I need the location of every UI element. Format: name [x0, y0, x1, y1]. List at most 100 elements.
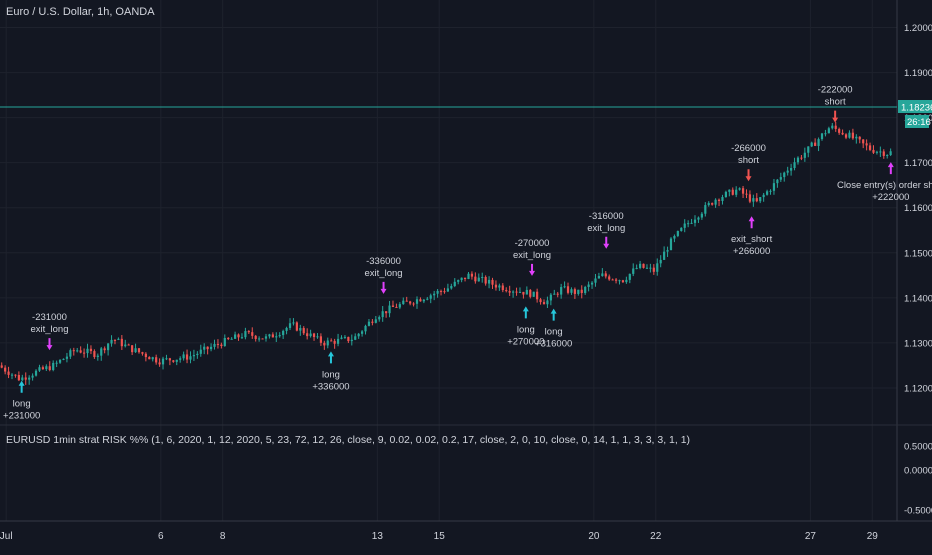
candle-body [807, 146, 810, 153]
candle-body [820, 133, 824, 140]
price-tick-label: 1.17000 [904, 158, 932, 169]
candle-body [388, 305, 391, 314]
candle-body [196, 353, 199, 356]
candle-body [48, 366, 51, 370]
marker-arrow-up [748, 216, 755, 229]
candle-body [810, 142, 813, 147]
candle-body [518, 291, 522, 293]
candle-body [278, 335, 281, 337]
candle-body [58, 359, 62, 363]
candle-body [429, 295, 432, 299]
candle-body [113, 339, 117, 341]
candle-body [89, 348, 93, 352]
candle-body [470, 273, 474, 277]
candle-body [165, 358, 168, 360]
candle-body [41, 367, 45, 370]
candle-body [628, 273, 631, 280]
candle-body [635, 267, 638, 269]
candle-body [251, 332, 254, 336]
candle-body [244, 331, 247, 338]
marker-arrow-up [887, 162, 894, 175]
time-tick-label: 27 [805, 531, 817, 542]
candle-body [282, 330, 285, 336]
candle-body [141, 352, 144, 354]
marker-label: exit_long [587, 223, 625, 234]
candle-body [759, 197, 762, 202]
candle-body [14, 374, 17, 376]
candle-body [714, 199, 717, 205]
candle-body [522, 291, 525, 295]
candle-body [285, 327, 288, 331]
candle-body [693, 219, 697, 223]
candle-body [439, 290, 443, 292]
marker-qty: +270000 [507, 336, 544, 347]
candle-body [676, 231, 679, 236]
candle-body [786, 170, 789, 173]
candle-body [652, 267, 655, 272]
candle-body [553, 293, 556, 295]
candle-body [731, 189, 734, 195]
candle-body [491, 279, 494, 285]
candle-body [776, 179, 779, 184]
marker-arrow-up [550, 308, 557, 321]
candle-body [783, 172, 786, 178]
candle-body [182, 354, 185, 359]
candle-body [21, 377, 24, 381]
time-tick-label: 15 [434, 531, 446, 542]
candle-body [55, 362, 58, 364]
candle-body [769, 190, 772, 192]
candle-body [597, 276, 601, 279]
marker-qty: -316000 [589, 211, 624, 222]
candle-body [656, 263, 659, 272]
time-tick-label: 22 [650, 531, 662, 542]
marker-label: short [738, 155, 759, 166]
candle-body [172, 360, 175, 362]
candle-body [700, 213, 703, 218]
marker-label: exit_long [513, 250, 551, 261]
marker-arrow-down [745, 169, 752, 182]
candle-body [638, 263, 642, 268]
candle-body [494, 284, 498, 288]
candle-body [546, 300, 549, 305]
candle-body [748, 194, 752, 202]
candle-body [275, 336, 278, 338]
candle-body [264, 336, 268, 339]
time-tick-label: 20 [588, 531, 600, 542]
candle-body [234, 334, 237, 339]
candle-body [886, 155, 889, 157]
candle-body [254, 335, 257, 339]
candle-body [302, 328, 305, 334]
candle-body [72, 350, 75, 352]
candle-body [724, 191, 728, 198]
candle-body [467, 273, 470, 279]
marker-arrow-up [327, 351, 334, 364]
candle-body [103, 348, 106, 351]
candle-body [350, 339, 353, 342]
candle-body [673, 235, 676, 239]
candle-body [796, 157, 800, 163]
candle-body [865, 143, 868, 146]
candle-body [752, 198, 755, 202]
candle-body [134, 348, 137, 353]
candle-body [330, 340, 333, 342]
marker-qty: -266000 [731, 143, 766, 154]
candle-body [230, 338, 233, 340]
candle-body [704, 205, 707, 214]
candle-body [800, 157, 803, 159]
candle-body [446, 288, 449, 292]
candle-body [309, 333, 312, 337]
marker-label: Close entry(s) order short [837, 180, 932, 191]
candle-body [642, 263, 645, 268]
candle-body [333, 340, 336, 344]
candle-body [508, 291, 511, 293]
countdown-label: 26:16 [907, 117, 931, 128]
candle-body [803, 152, 806, 158]
candle-body [879, 151, 882, 153]
candle-body [566, 286, 570, 293]
candle-body [838, 128, 841, 133]
candle-body [52, 362, 55, 370]
candle-body [312, 333, 316, 338]
candle-body [525, 289, 528, 295]
